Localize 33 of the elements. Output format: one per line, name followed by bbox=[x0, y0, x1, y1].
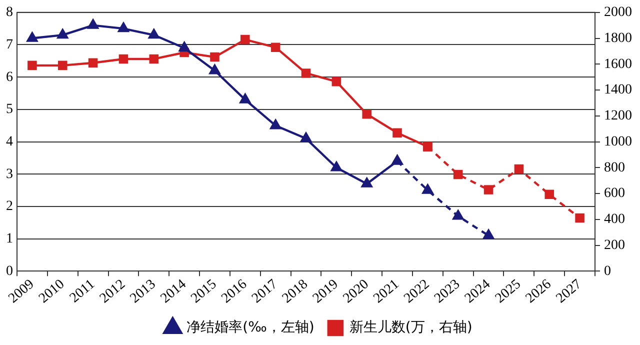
y-tick-label: 3 bbox=[6, 166, 13, 182]
x-tick-label: 2009 bbox=[6, 276, 38, 306]
x-tick-label: 2019 bbox=[310, 276, 342, 306]
y2-tick-label: 200 bbox=[604, 238, 625, 253]
y2-tick-label: 1400 bbox=[604, 82, 632, 98]
y-tick-label: 1 bbox=[6, 231, 13, 246]
y-tick-label: 0 bbox=[6, 264, 13, 279]
y2-tick-label: 0 bbox=[604, 264, 611, 279]
y2-tick-label: 1800 bbox=[604, 30, 632, 46]
y-tick-label: 2 bbox=[6, 199, 13, 214]
y-tick-label: 4 bbox=[6, 134, 13, 150]
y2-tick-label: 1200 bbox=[604, 108, 632, 124]
x-tick-label: 2011 bbox=[67, 276, 98, 306]
x-tick-label: 2023 bbox=[432, 276, 464, 306]
y2-tick-label: 400 bbox=[604, 212, 625, 228]
y2-tick-label: 800 bbox=[604, 160, 625, 176]
x-tick-label: 2020 bbox=[340, 276, 372, 306]
x-tick-label: 2010 bbox=[36, 276, 68, 306]
y-tick-label: 6 bbox=[6, 70, 13, 85]
x-tick-label: 2013 bbox=[128, 276, 159, 306]
x-tick-label: 2018 bbox=[280, 276, 311, 306]
y2-tick-label: 1000 bbox=[604, 134, 632, 150]
y2-tick-label: 2000 bbox=[604, 5, 632, 20]
y-tick-label: 8 bbox=[6, 5, 13, 20]
legend-label: 净结婚率(‰，左轴) bbox=[186, 320, 314, 336]
y2-tick-label: 600 bbox=[604, 186, 625, 202]
x-tick-label: 2022 bbox=[402, 276, 433, 306]
x-tick-label: 2012 bbox=[97, 276, 128, 306]
y2-tick-label: 1600 bbox=[604, 56, 632, 72]
y-tick-label: 5 bbox=[6, 102, 13, 118]
y-tick-label: 7 bbox=[6, 37, 13, 52]
legend-label: 新生儿数(万，右轴) bbox=[349, 320, 472, 336]
x-tick-label: 2021 bbox=[371, 276, 402, 306]
